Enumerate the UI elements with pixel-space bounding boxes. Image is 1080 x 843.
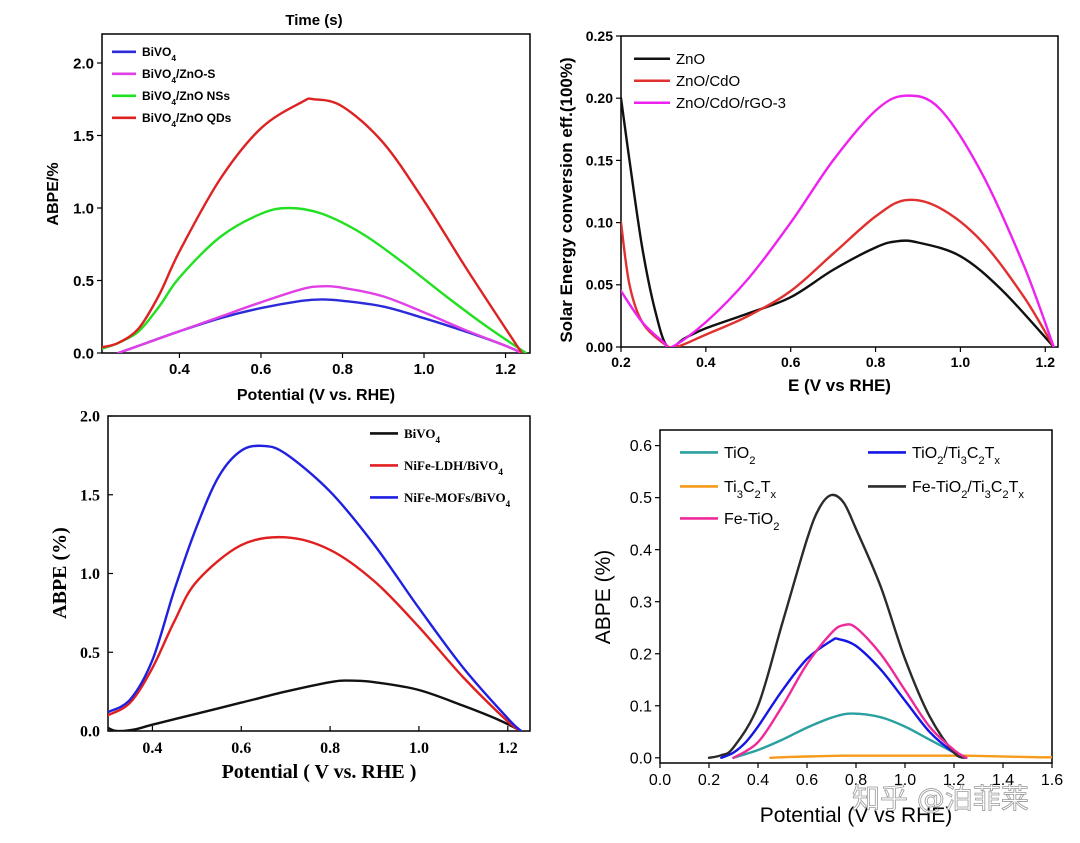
x-tick-label: 1.0: [414, 361, 435, 378]
y-axis-label: Solar Energy conversion eff.(100%): [557, 57, 576, 342]
y-tick-label: 0.0: [73, 345, 94, 362]
x-tick-label: 1.6: [1041, 772, 1063, 789]
y-axis-label: ABPE (%): [49, 527, 71, 619]
series-line-zno-cdo-rgo-3: [621, 94, 1055, 347]
y-tick-label: 0.5: [630, 490, 652, 507]
legend-label: BiVO4/ZnO QDs: [142, 111, 232, 129]
y-tick-label: 2.0: [73, 55, 94, 72]
x-tick-label: 1.0: [951, 354, 971, 370]
x-tick-label: 0.6: [796, 772, 818, 789]
y-axis-label: ABPE (%): [592, 550, 615, 645]
y-tick-label: 0.0: [80, 724, 100, 741]
y-tick-label: 0.6: [630, 438, 652, 455]
legend-label: Ti3C2Tx: [724, 479, 777, 501]
x-tick-label: 0.4: [747, 772, 769, 789]
y-tick-label: 1.5: [73, 128, 94, 145]
x-axis-label: E (V vs RHE): [788, 376, 891, 395]
x-tick-label: 1.0: [409, 740, 429, 757]
series-line-zno: [621, 97, 1055, 347]
legend-label: BiVO4/ZnO-S: [142, 67, 215, 85]
legend-label: BiVO4: [404, 426, 441, 445]
x-tick-label: 0.8: [332, 361, 353, 378]
x-tick-label: 1.2: [495, 361, 516, 378]
series-line-nife-mofs-bivo4: [108, 444, 523, 731]
chart-title: Time (s): [285, 12, 342, 29]
x-tick-label: 1.2: [943, 772, 965, 789]
series-line-bivo4-zno-s: [117, 285, 523, 353]
series-line-bivo4-zno-nss: [102, 206, 528, 353]
plot-frame: [620, 35, 1059, 348]
series-line-tio2: [732, 712, 965, 759]
x-tick-label: 0.6: [781, 354, 801, 370]
legend-label: NiFe-MOFs/BiVO4: [404, 490, 511, 509]
y-tick-label: 0.2: [630, 646, 652, 663]
series-line-fe-tio2: [732, 623, 968, 759]
x-tick-label: 0.6: [231, 740, 251, 757]
x-tick-label: 0.8: [320, 740, 340, 757]
x-tick-label: 0.4: [696, 354, 716, 370]
y-tick-label: 0.5: [73, 273, 94, 290]
y-tick-label: 1.5: [80, 487, 100, 504]
x-tick-label: 0.8: [845, 772, 867, 789]
x-axis-label: Potential ( V vs. RHE ): [222, 761, 417, 783]
x-tick-label: 1.0: [894, 772, 916, 789]
chart-solar-conversion-zno-cdo: 0.2 0.4 0.6 0.8 1.0 1.2 0.00 0.05 0.10 0.15 0.20 0.…: [557, 28, 1059, 395]
series-line-nife-ldh-bivo4: [108, 535, 523, 731]
x-tick-label: 1.4: [992, 772, 1014, 789]
legend-label: ZnO: [676, 51, 705, 68]
y-tick-label: 0.1: [630, 698, 652, 715]
y-tick-label: 0.20: [586, 90, 613, 106]
x-tick-label: 1.2: [498, 740, 518, 757]
legend-label: Fe-TiO2: [724, 511, 779, 533]
legend-label: TiO2/Ti3C2Tx: [912, 445, 1000, 467]
x-tick-label: 0.2: [611, 354, 631, 370]
watermark-text: 知乎 @泊菲莱: [852, 782, 1029, 815]
series-line-ti3c2tx: [769, 754, 1052, 759]
x-tick-label: 0.8: [866, 354, 886, 370]
legend-label: TiO2: [724, 445, 755, 467]
legend-label: Fe-TiO2/Ti3C2Tx: [912, 479, 1024, 501]
y-tick-label: 0.0: [630, 750, 652, 767]
chart-abpe-tio2-ti3c2tx: 0.0 0.2 0.4 0.6 0.8 1.0 1.2 1.4 1.6 0.0 0.1 0.2 0.3 0…: [592, 429, 1063, 827]
plot-frame: [101, 33, 531, 354]
chart-abpe-nife-bivo4: 0.4 0.6 0.8 1.0 1.2 0.0 0.5 1.0 1.5 2.0 Potential …: [49, 409, 531, 783]
series-line-tio2-ti3c2tx: [720, 637, 968, 759]
x-tick-label: 0.6: [251, 361, 272, 378]
y-tick-label: 0.00: [586, 339, 613, 355]
legend-label: ZnO/CdO: [676, 73, 740, 90]
y-tick-label: 1.0: [73, 200, 94, 217]
y-tick-label: 0.4: [630, 542, 652, 559]
x-tick-label: 0.2: [698, 772, 720, 789]
y-tick-label: 1.0: [80, 566, 100, 583]
y-tick-label: 0.15: [586, 152, 613, 168]
legend-label: ZnO/CdO/rGO-3: [676, 95, 786, 112]
y-tick-label: 0.25: [586, 28, 613, 44]
y-tick-label: 0.05: [586, 277, 613, 293]
series-line-bivo4-zno-qds: [102, 97, 523, 353]
y-axis-label: ABPE/%: [45, 162, 62, 225]
y-tick-label: 0.3: [630, 594, 652, 611]
legend-label: BiVO4: [142, 45, 176, 63]
x-tick-label: 0.4: [142, 740, 162, 757]
y-tick-label: 0.10: [586, 215, 613, 231]
legend-label: NiFe-LDH/BiVO4: [404, 458, 503, 477]
x-tick-label: 1.2: [1036, 354, 1056, 370]
y-tick-label: 2.0: [80, 409, 100, 426]
x-tick-label: 0.0: [649, 772, 671, 789]
chart-abpe-bivo4-zno: 0.4 0.6 0.8 1.0 1.2 0.0 0.5 1.0 1.5 2.0 Time (s) Po…: [45, 12, 531, 404]
y-tick-label: 0.5: [80, 645, 100, 662]
series-line-fe-tio2-ti3c2tx: [707, 493, 968, 759]
x-axis-label: Potential (V vs. RHE): [237, 387, 395, 404]
x-tick-label: 0.4: [169, 361, 191, 378]
x-axis-label: Potential (V vs RHE): [760, 804, 953, 827]
series-line-zno-cdo: [621, 198, 1055, 347]
series-line-bivo4: [108, 679, 523, 731]
legend-label: BiVO4/ZnO NSs: [142, 89, 230, 107]
